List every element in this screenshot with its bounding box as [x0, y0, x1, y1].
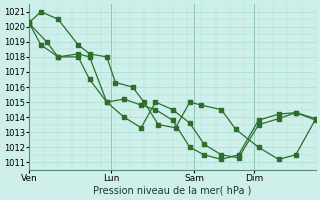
X-axis label: Pression niveau de la mer( hPa ): Pression niveau de la mer( hPa ): [93, 186, 252, 196]
